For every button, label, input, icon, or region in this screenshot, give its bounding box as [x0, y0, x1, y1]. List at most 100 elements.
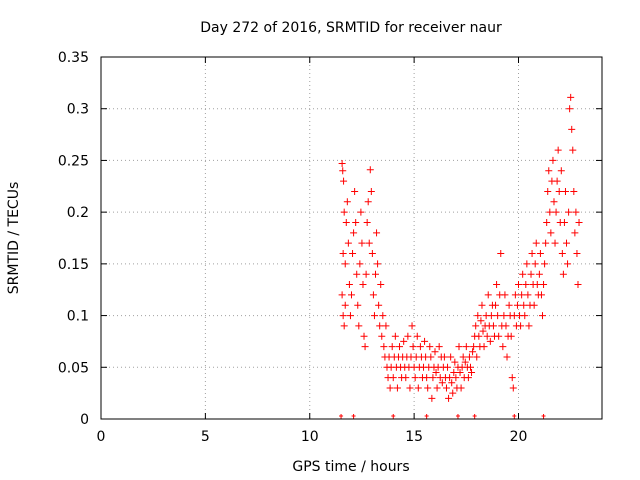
data-point — [487, 312, 495, 320]
data-point — [442, 384, 450, 392]
data-point — [363, 218, 371, 226]
x-axis-label: GPS time / hours — [292, 459, 409, 475]
y-tick-label: 0.3 — [67, 102, 89, 118]
data-point — [409, 343, 417, 351]
data-point — [564, 260, 572, 268]
data-point — [341, 301, 349, 309]
data-point — [352, 218, 360, 226]
data-point — [484, 291, 492, 299]
data-point — [349, 250, 357, 258]
axis-marker — [351, 414, 356, 419]
data-point — [528, 250, 536, 258]
data-point — [457, 384, 465, 392]
data-point — [477, 317, 485, 325]
data-point — [542, 239, 550, 247]
data-point — [568, 125, 576, 133]
data-point — [479, 327, 487, 335]
data-point — [537, 291, 545, 299]
data-point — [355, 322, 363, 330]
data-point — [544, 187, 552, 195]
data-point — [495, 332, 503, 340]
data-point — [370, 312, 378, 320]
data-point — [372, 270, 380, 278]
data-point — [343, 198, 351, 206]
data-point — [466, 363, 474, 371]
data-point — [499, 343, 507, 351]
data-point — [413, 332, 421, 340]
data-point — [448, 379, 456, 387]
data-point — [386, 384, 394, 392]
y-tick-label: 0.2 — [67, 205, 89, 221]
data-point — [447, 353, 455, 361]
x-tick-label: 15 — [405, 429, 423, 445]
data-point — [428, 394, 436, 402]
data-point — [367, 187, 375, 195]
data-point — [507, 332, 515, 340]
axis-markers — [339, 414, 546, 419]
data-point — [569, 146, 577, 154]
data-point — [470, 343, 478, 351]
data-point — [414, 384, 422, 392]
data-point — [359, 281, 367, 289]
data-point — [444, 363, 452, 371]
data-point — [560, 218, 568, 226]
data-point — [530, 301, 538, 309]
data-point — [423, 374, 431, 382]
data-point — [449, 389, 457, 397]
data-point — [338, 291, 346, 299]
data-point — [503, 353, 511, 361]
data-point — [472, 322, 480, 330]
data-point — [509, 384, 517, 392]
data-point — [517, 322, 525, 330]
y-tick-label: 0 — [80, 412, 89, 428]
data-point — [400, 337, 408, 345]
data-point — [563, 239, 571, 247]
data-point — [344, 239, 352, 247]
x-tick-label: 5 — [201, 429, 210, 445]
data-point — [396, 343, 404, 351]
y-tick-label: 0.05 — [58, 360, 89, 376]
data-point — [493, 281, 501, 289]
data-point — [502, 322, 510, 330]
data-point — [540, 281, 548, 289]
data-point — [426, 343, 434, 351]
data-point — [351, 187, 359, 195]
data-point — [573, 250, 581, 258]
data-point — [468, 368, 476, 376]
y-tick-label: 0.25 — [58, 153, 89, 169]
data-point — [339, 167, 347, 175]
data-point — [376, 322, 384, 330]
data-point — [553, 177, 561, 185]
data-point — [353, 270, 361, 278]
data-point — [473, 353, 481, 361]
data-point — [524, 291, 532, 299]
data-point — [380, 343, 388, 351]
data-point — [520, 301, 528, 309]
data-point — [350, 229, 358, 237]
data-point — [494, 312, 502, 320]
data-point — [575, 218, 583, 226]
data-point — [469, 348, 477, 356]
axis-marker — [541, 414, 546, 419]
data-point — [497, 250, 505, 258]
data-point — [558, 250, 566, 258]
axis-marker — [339, 414, 344, 419]
axis-marker — [512, 414, 517, 419]
data-point — [389, 374, 397, 382]
data-point — [549, 156, 557, 164]
data-point — [515, 281, 522, 289]
axis-marker — [455, 414, 460, 419]
data-point — [451, 358, 459, 366]
data-point — [361, 343, 369, 351]
data-point — [435, 343, 443, 351]
axis-ticks: 0 0.05 0.1 0.15 0.2 0.25 0.3 0.35 0 5 10 15 20 — [58, 50, 602, 445]
axis-marker — [424, 414, 429, 419]
data-point — [505, 301, 513, 309]
data-point — [432, 368, 440, 376]
data-point — [567, 93, 575, 101]
data-point — [429, 374, 437, 382]
data-point — [465, 353, 473, 361]
data-point — [500, 312, 508, 320]
x-tick-label: 0 — [97, 429, 106, 445]
